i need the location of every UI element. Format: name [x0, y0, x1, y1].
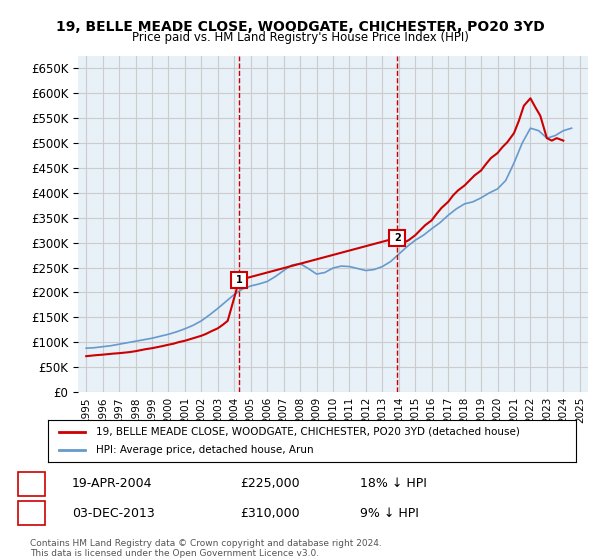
Text: £225,000: £225,000	[240, 477, 299, 490]
Text: 9% ↓ HPI: 9% ↓ HPI	[360, 507, 419, 520]
Text: 19-APR-2004: 19-APR-2004	[72, 477, 152, 490]
Text: 2: 2	[27, 507, 36, 520]
Text: 1: 1	[27, 477, 36, 490]
Text: 18% ↓ HPI: 18% ↓ HPI	[360, 477, 427, 490]
Text: 19, BELLE MEADE CLOSE, WOODGATE, CHICHESTER, PO20 3YD: 19, BELLE MEADE CLOSE, WOODGATE, CHICHES…	[56, 20, 544, 34]
Text: 2: 2	[394, 233, 401, 242]
FancyBboxPatch shape	[18, 472, 45, 496]
Text: 03-DEC-2013: 03-DEC-2013	[72, 507, 155, 520]
Text: £310,000: £310,000	[240, 507, 299, 520]
Text: 1: 1	[236, 275, 242, 285]
Text: Contains HM Land Registry data © Crown copyright and database right 2024.
This d: Contains HM Land Registry data © Crown c…	[30, 539, 382, 558]
FancyBboxPatch shape	[18, 501, 45, 525]
Text: 19, BELLE MEADE CLOSE, WOODGATE, CHICHESTER, PO20 3YD (detached house): 19, BELLE MEADE CLOSE, WOODGATE, CHICHES…	[95, 427, 520, 437]
Text: HPI: Average price, detached house, Arun: HPI: Average price, detached house, Arun	[95, 445, 313, 455]
Text: Price paid vs. HM Land Registry's House Price Index (HPI): Price paid vs. HM Land Registry's House …	[131, 31, 469, 44]
